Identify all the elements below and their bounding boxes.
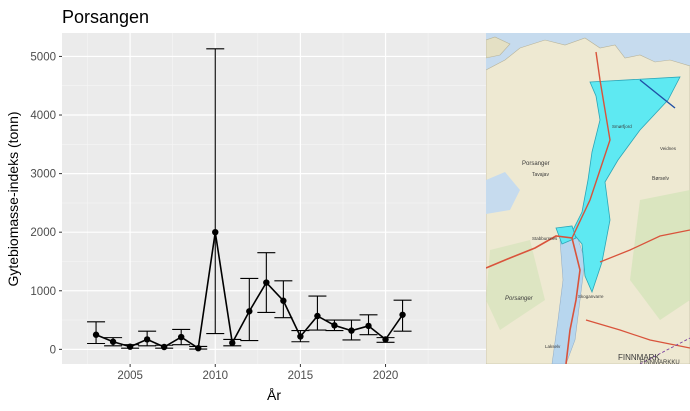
map-label: Porsanger <box>522 161 550 167</box>
x-tick-label: 2005 <box>117 370 143 382</box>
chart-title: Porsangen <box>62 7 149 27</box>
data-point <box>348 327 355 334</box>
y-tick-label: 0 <box>50 344 56 356</box>
data-point <box>331 322 338 329</box>
map-label: Skoganvarre <box>578 294 604 299</box>
map-label: Stabbursnes <box>532 236 558 241</box>
data-points <box>92 228 406 352</box>
map-land-north <box>486 36 511 59</box>
data-point <box>160 343 168 351</box>
data-point <box>109 338 117 345</box>
data-point <box>92 331 100 338</box>
map-road-southeast <box>585 319 690 349</box>
map-fjord-side <box>555 225 577 245</box>
x-tick-label: 2010 <box>202 370 228 382</box>
map-label: Tavajav <box>532 172 549 178</box>
y-tick-label: 4000 <box>30 110 56 122</box>
data-point <box>280 297 287 304</box>
map-road-east <box>599 229 690 263</box>
map-fjord-highlight <box>571 76 681 294</box>
map-label: Porsanger <box>505 296 534 302</box>
data-point <box>365 322 372 330</box>
data-point <box>229 339 236 347</box>
y-axis-title: Gytebiomasse-indeks (tonn) <box>5 111 21 286</box>
x-tick-label: 2015 <box>288 370 314 382</box>
data-point <box>314 312 321 320</box>
data-point <box>195 344 202 352</box>
x-axis-ticks: 2005 2010 2015 2020 <box>117 364 398 382</box>
map-road-north <box>571 51 611 239</box>
data-point <box>177 333 185 341</box>
map-green-patch <box>630 190 690 320</box>
data-point <box>263 279 270 286</box>
map-label: Smørfjord <box>612 124 632 129</box>
y-tick-label: 3000 <box>30 169 56 181</box>
y-axis-ticks: 0 1000 2000 3000 4000 5000 <box>30 51 62 356</box>
y-tick-label: 2000 <box>30 227 56 239</box>
map-border-line <box>639 337 690 364</box>
data-point <box>126 343 134 350</box>
map-label: Veidnes <box>660 146 677 151</box>
y-tick-label: 5000 <box>30 51 56 63</box>
data-point <box>399 311 406 318</box>
x-tick-label: 2020 <box>373 370 399 382</box>
map-label: FINNMARKKU <box>640 360 680 366</box>
map-boundary-line <box>639 79 676 109</box>
map-fjord-inner <box>551 229 586 364</box>
data-point <box>382 336 389 343</box>
y-tick-label: 1000 <box>30 286 56 298</box>
data-point <box>297 333 304 340</box>
grid-minor <box>62 33 486 364</box>
map-inset: Porsanger Tavajav Stabbursnes Skoganvarr… <box>486 33 690 366</box>
data-point <box>143 336 151 343</box>
map-label: Børselv <box>652 176 669 182</box>
plot-panel <box>62 33 486 364</box>
map-label: Lakselv <box>545 344 561 349</box>
map-water-west <box>486 172 520 214</box>
data-point <box>212 228 219 236</box>
x-axis-title: År <box>267 387 281 403</box>
map-label: FINNMARK <box>618 353 660 362</box>
data-point <box>246 308 253 315</box>
